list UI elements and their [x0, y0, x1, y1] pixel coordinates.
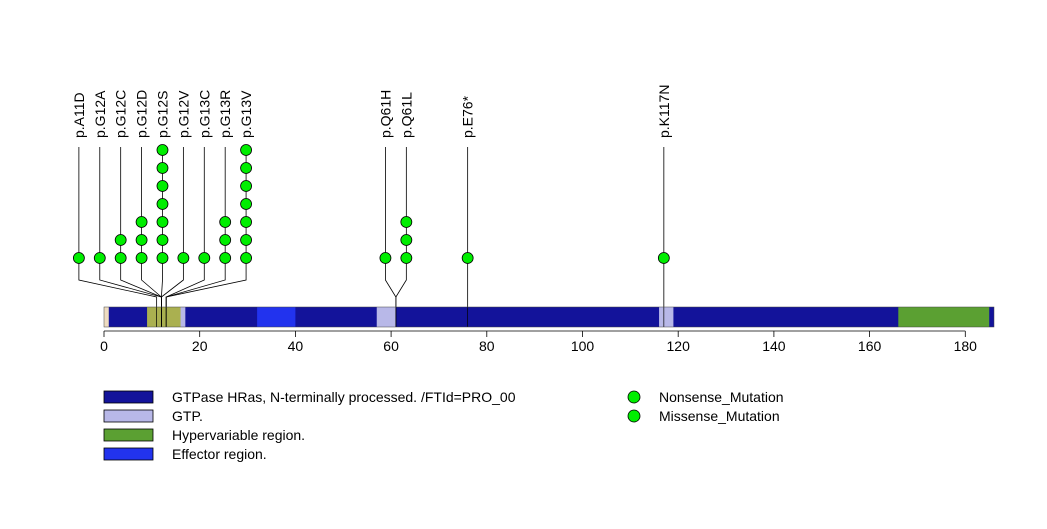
mutation-head: [114, 234, 127, 246]
mutation-head: [400, 216, 413, 228]
mutation-head: [400, 252, 413, 264]
mutation-label: p.G12C: [113, 90, 129, 138]
x-tick-label: 160: [858, 338, 882, 354]
mutation-head: [156, 144, 169, 156]
mutation-head: [156, 180, 169, 192]
legend-mutation-symbol: [627, 409, 641, 423]
mutation-head: [156, 234, 169, 246]
mutation-head: [135, 252, 148, 264]
mutation-head: [135, 234, 148, 246]
mutation-head: [156, 162, 169, 174]
mutation-stem: [165, 147, 247, 307]
x-tick-label: 0: [100, 338, 108, 354]
mutation-head: [219, 252, 232, 264]
mutation-head: [177, 252, 190, 264]
mutation-stem: [165, 147, 205, 307]
x-tick-label: 120: [667, 338, 691, 354]
mutation-head: [156, 198, 169, 210]
mutation-head: [657, 252, 670, 264]
domain-rect: [898, 307, 990, 327]
mutation-head: [219, 216, 232, 228]
x-tick-label: 20: [192, 338, 208, 354]
mutation-label: p.G13C: [196, 90, 212, 138]
mutation-head: [114, 252, 127, 264]
mutation-head: [400, 234, 413, 246]
x-tick-label: 80: [479, 338, 495, 354]
mutation-labels: p.A11D p.G12A p.G12C p.G12D p.G12S p.G12V p.G1…: [71, 85, 672, 138]
overlap-rect: [147, 307, 181, 327]
legend-domain-swatch: [103, 428, 154, 442]
legend-domain-swatch: [103, 390, 154, 404]
mutation-label: p.G12D: [134, 90, 150, 138]
mutation-stem: [78, 147, 158, 307]
mutation-head: [156, 252, 169, 264]
mutation-label: p.Q61H: [377, 90, 393, 138]
x-tick-label: 180: [954, 338, 978, 354]
mutation-head: [240, 162, 252, 174]
mutation-label: p.Q61L: [398, 92, 414, 138]
mutation-label: p.K117N: [656, 85, 672, 138]
legend-domain-label: Hypervariable region.: [172, 427, 305, 443]
mutation-stem: [395, 147, 407, 307]
legend-mutation-symbol: [627, 390, 641, 404]
mutation-head: [135, 216, 148, 228]
x-axis: 0 20 40 60 80 100 120 140 160 180: [100, 330, 978, 354]
legend-domain-label: GTP.: [172, 408, 203, 424]
mutation-label: p.G12S: [154, 91, 170, 138]
x-tick-label: 60: [383, 338, 399, 354]
mutation-label: p.G13V: [238, 90, 254, 138]
protein-outline: [103, 306, 995, 328]
mutation-head: [93, 252, 106, 264]
legend-domain-swatch: [103, 447, 154, 461]
mutation-label: p.G12V: [175, 90, 191, 138]
mutation-stem: [385, 147, 397, 307]
mutation-stem: [99, 147, 162, 307]
mutation-label: p.A11D: [71, 92, 87, 138]
legend-domain-swatch: [103, 409, 154, 423]
domain-rect: [257, 307, 296, 327]
mutation-head: [240, 216, 252, 228]
mutation-head: [240, 198, 252, 210]
mutation-label: p.E76*: [460, 95, 476, 138]
mutation-head: [240, 180, 252, 192]
protein-track: [103, 306, 995, 328]
mutation-head: [240, 252, 252, 264]
domain-rect: [376, 307, 396, 327]
legend-domain-label: GTPase HRas, N-terminally processed. /FT…: [172, 389, 516, 405]
mutation-head: [156, 216, 169, 228]
mutation-head: [240, 144, 252, 156]
mutation-stems: [78, 147, 665, 307]
mutation-heads: [72, 144, 670, 264]
mutation-head: [72, 252, 85, 264]
x-tick-label: 40: [288, 338, 304, 354]
mutation-label: p.G12A: [92, 90, 108, 138]
legend-mutation-label: Nonsense_Mutation: [659, 389, 784, 405]
domain-rect: [659, 307, 674, 327]
mutation-label: p.G13R: [217, 90, 233, 138]
legend-domain-label: Effector region.: [172, 446, 267, 462]
mutation-stem: [165, 147, 226, 307]
mutation-stem: [161, 147, 184, 307]
x-tick-label: 100: [571, 338, 595, 354]
mutation-head: [461, 252, 474, 264]
mutation-head: [198, 252, 211, 264]
domain-rect: [108, 307, 995, 327]
mutation-head: [240, 234, 252, 246]
mutation-head: [219, 234, 232, 246]
legend: GTPase HRas, N-terminally processed. /FT…: [103, 389, 784, 462]
mutation-head: [379, 252, 392, 264]
legend-mutation-label: Missense_Mutation: [659, 408, 780, 424]
x-tick-label: 140: [762, 338, 786, 354]
